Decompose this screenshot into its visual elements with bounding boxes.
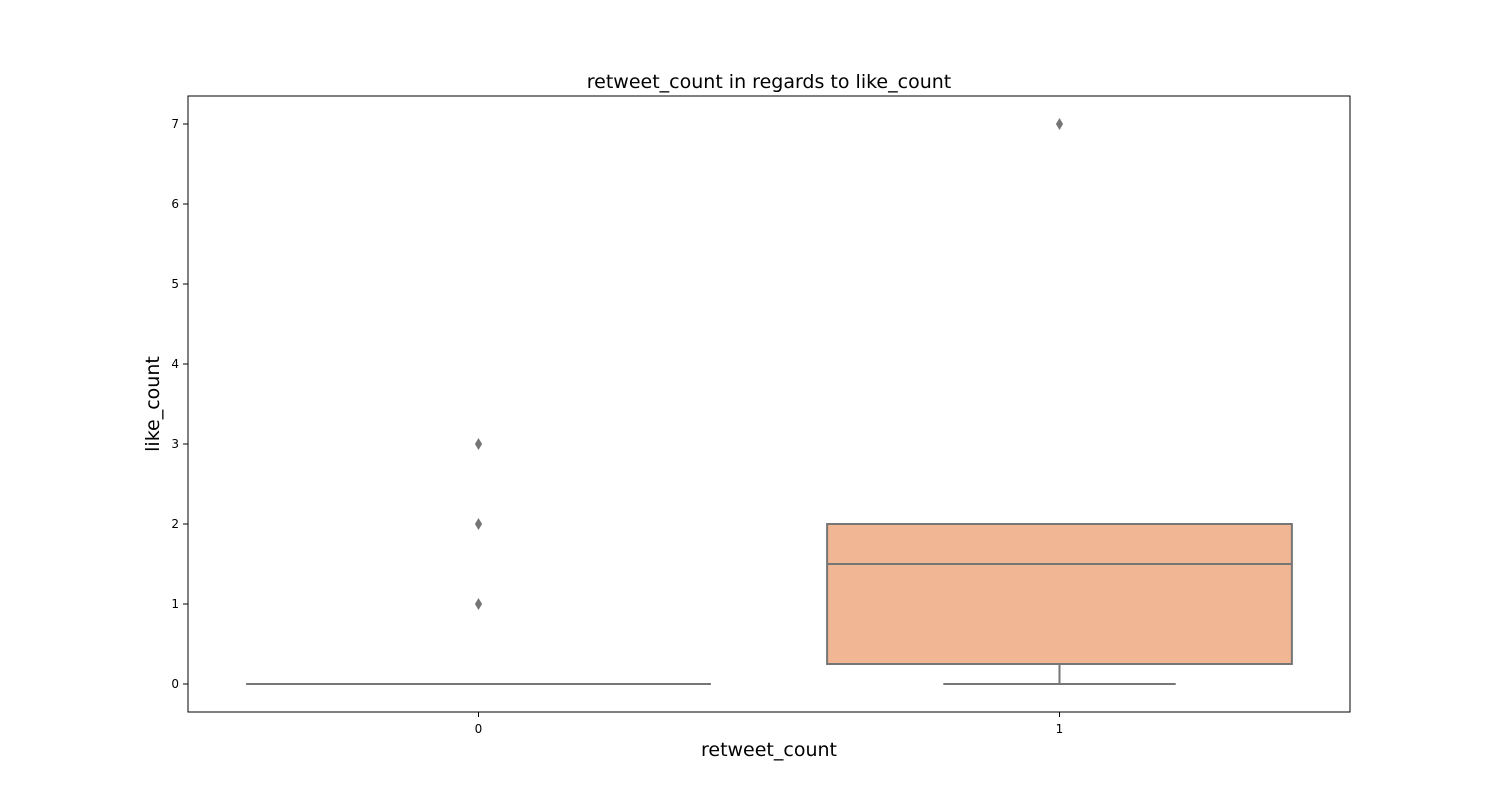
chart-title: retweet_count in regards to like_count	[587, 71, 951, 93]
x-tick-label: 1	[1056, 722, 1064, 736]
box-body	[826, 523, 1293, 665]
x-tick-label: 0	[475, 722, 483, 736]
y-tick-label: 1	[171, 597, 179, 611]
box-0	[246, 438, 711, 685]
outlier-point	[1055, 118, 1064, 130]
y-tick-label: 2	[171, 517, 179, 531]
outlier-point	[474, 598, 483, 610]
outlier-point	[474, 438, 483, 450]
y-tick-label: 0	[171, 677, 179, 691]
y-tick-label: 5	[171, 277, 179, 291]
box-1	[826, 118, 1293, 685]
y-tick-label: 3	[171, 437, 179, 451]
plot-frame	[187, 95, 1351, 713]
y-tick-label: 7	[171, 117, 179, 131]
plot-area	[246, 118, 1293, 685]
y-tick-label: 6	[171, 197, 179, 211]
y-axis: 0 1 2 3 4 5 6 7	[171, 117, 188, 691]
x-axis-title: retweet_count	[701, 739, 837, 761]
y-tick-label: 4	[171, 357, 179, 371]
outlier-point	[474, 518, 483, 530]
y-axis-title: like_count	[142, 356, 164, 452]
